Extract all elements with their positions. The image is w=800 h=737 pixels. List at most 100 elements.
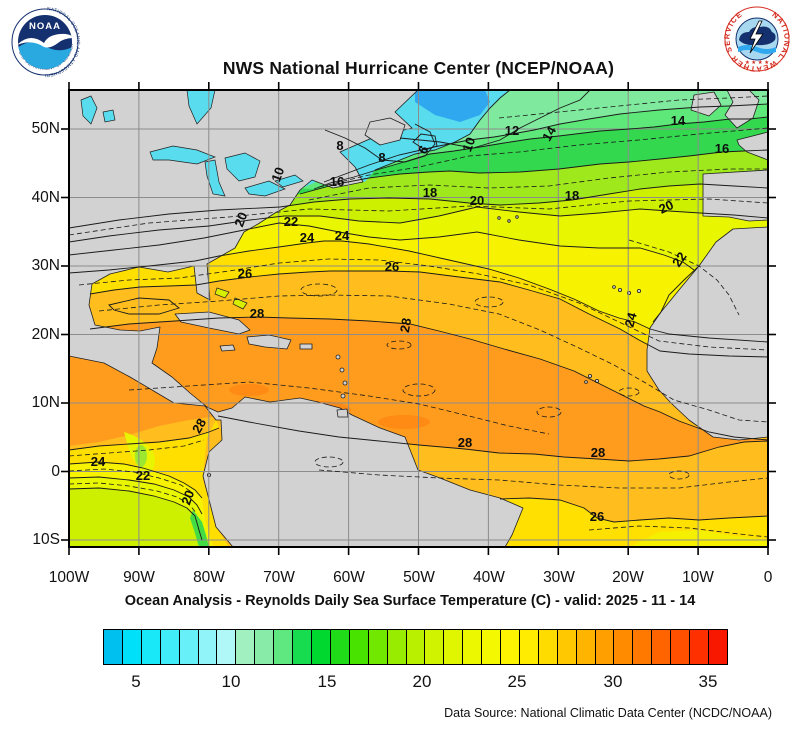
- svg-text:16: 16: [715, 141, 729, 156]
- lon-label-40w: 40W: [473, 569, 505, 586]
- colorbar-segment: [556, 630, 576, 664]
- noaa-logo: NATIONAL OCEANIC AND ATMOSPHERIC ADMINIS…: [6, 1, 82, 79]
- svg-text:28: 28: [250, 306, 264, 321]
- nws-logo-icon: NATIONAL WEATHER SERVICE ★ ★ ★ ★: [722, 6, 790, 74]
- contours-dashed: [69, 95, 768, 538]
- colorbar-segment: [178, 630, 198, 664]
- svg-text:12: 12: [505, 123, 519, 138]
- cuba: [174, 311, 251, 335]
- map-border: [68, 89, 769, 548]
- svg-text:28: 28: [189, 416, 209, 436]
- lakes: [80, 90, 304, 197]
- lake-winnipeg: [80, 95, 98, 125]
- lake-michigan: [204, 159, 226, 197]
- colorbar-segment: [386, 630, 406, 664]
- puerto-rico: [299, 343, 313, 350]
- james-bay: [186, 90, 216, 125]
- colorbar-segment: [443, 630, 463, 664]
- svg-text:16: 16: [330, 174, 344, 189]
- newfoundland: [364, 117, 406, 146]
- lon-label-70w: 70W: [263, 569, 295, 586]
- cbar-tick-15: 15: [317, 672, 337, 691]
- colorbar-segment: [235, 630, 255, 664]
- svg-text:20: 20: [178, 488, 197, 507]
- sst-map: 8 8 10 6 10 12 14 14 16 16 18 18 20 20 2…: [61, 82, 776, 555]
- colorbar-segment: [367, 630, 387, 664]
- lake-erie: [244, 180, 286, 197]
- lon-label-80w: 80W: [193, 569, 225, 586]
- colorbar-segment: [216, 630, 236, 664]
- lon-label-0: 0: [763, 569, 773, 586]
- svg-text:8: 8: [336, 138, 343, 153]
- contour-labels: 8 8 10 6 10 12 14 14 16 16 18 18 20 20 2…: [91, 113, 729, 524]
- svg-text:18: 18: [565, 188, 579, 203]
- colorbar-segment: [575, 630, 595, 664]
- colorbar-segment: [273, 630, 293, 664]
- land-masses: [69, 90, 768, 547]
- lake-superior: [149, 145, 216, 165]
- colorbar-segment: [310, 630, 330, 664]
- svg-text:22: 22: [136, 468, 150, 483]
- colorbar-segment: [500, 630, 519, 664]
- cbar-tick-25: 25: [507, 672, 527, 691]
- lon-label-30w: 30W: [543, 569, 575, 586]
- colorbar-segment: [329, 630, 349, 664]
- lon-label-10w: 10W: [682, 569, 714, 586]
- noaa-logo-icon: NATIONAL OCEANIC AND ATMOSPHERIC ADMINIS…: [6, 1, 81, 78]
- cbar-tick-30: 30: [603, 672, 623, 691]
- page-title: NWS National Hurricane Center (NCEP/NOAA…: [222, 58, 615, 78]
- svg-text:24: 24: [300, 230, 315, 245]
- colorbar-segment: [121, 630, 141, 664]
- colorbar-segment: [405, 630, 425, 664]
- lat-label-10n: 10N: [31, 394, 60, 411]
- cbar-tick-5: 5: [131, 672, 141, 691]
- colorbar-segment: [424, 630, 444, 664]
- svg-text:28: 28: [458, 435, 472, 450]
- svg-text:24: 24: [622, 310, 640, 329]
- colorbar-segment: [537, 630, 557, 664]
- lat-label-20n: 20N: [31, 326, 60, 343]
- colorbar-segment: [292, 630, 311, 664]
- svg-text:8: 8: [378, 150, 385, 165]
- lake-ontario: [274, 174, 304, 188]
- france: [736, 131, 768, 161]
- svg-text:10: 10: [459, 135, 478, 154]
- lon-label-50w: 50W: [403, 569, 435, 586]
- svg-text:26: 26: [590, 509, 604, 524]
- colorbar-segment: [708, 630, 727, 664]
- svg-text:10: 10: [268, 165, 287, 184]
- cbar-tick-20: 20: [412, 672, 432, 691]
- americas-landmass: [69, 90, 524, 547]
- svg-text:26: 26: [385, 259, 399, 274]
- colorbar-segment: [254, 630, 274, 664]
- svg-text:28: 28: [591, 445, 605, 460]
- svg-text:22: 22: [669, 249, 690, 269]
- cbar-tick-35: 35: [698, 672, 718, 691]
- colorbar-segment: [481, 630, 501, 664]
- svg-text:22: 22: [284, 214, 298, 229]
- nws-stars: ★ ★ ★ ★: [745, 59, 769, 66]
- lat-label-10s: 10S: [32, 531, 60, 548]
- lat-label-0: 0: [51, 463, 60, 480]
- colorbar-segment: [348, 630, 368, 664]
- colorbar-segment: [518, 630, 538, 664]
- svg-text:20: 20: [656, 197, 675, 217]
- svg-text:24: 24: [335, 228, 350, 243]
- nws-logo: NATIONAL WEATHER SERVICE ★ ★ ★ ★: [722, 6, 790, 74]
- bahama-banks: [214, 287, 248, 310]
- lat-label-50n: 50N: [31, 120, 60, 137]
- colorbar-segment: [594, 630, 614, 664]
- colorbar-segment: [197, 630, 217, 664]
- axis-ticks: [61, 82, 776, 555]
- colorbar-segment: [632, 630, 652, 664]
- colorbar-segment: [104, 630, 122, 664]
- colorbar-segment: [140, 630, 160, 664]
- data-source-credit: Data Source: National Climatic Data Cent…: [444, 706, 772, 720]
- svg-text:20: 20: [470, 193, 484, 208]
- svg-text:20: 20: [231, 210, 250, 229]
- contours-solid: [69, 90, 768, 541]
- lat-label-40n: 40N: [31, 189, 60, 206]
- jamaica: [219, 344, 236, 352]
- iberia: [702, 169, 768, 222]
